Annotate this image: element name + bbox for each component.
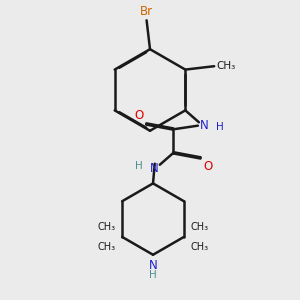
- Text: CH₃: CH₃: [97, 242, 115, 252]
- Text: N: N: [200, 119, 208, 132]
- Text: Br: Br: [140, 4, 153, 18]
- Text: CH₃: CH₃: [97, 222, 115, 232]
- Text: H: H: [216, 122, 224, 132]
- Text: H: H: [135, 161, 143, 171]
- Text: CH₃: CH₃: [191, 222, 209, 232]
- Text: O: O: [203, 160, 213, 172]
- Text: H: H: [149, 270, 157, 280]
- Text: O: O: [134, 109, 143, 122]
- Text: N: N: [149, 259, 158, 272]
- Text: CH₃: CH₃: [191, 242, 209, 252]
- Text: CH₃: CH₃: [216, 61, 235, 71]
- Text: N: N: [150, 162, 159, 175]
